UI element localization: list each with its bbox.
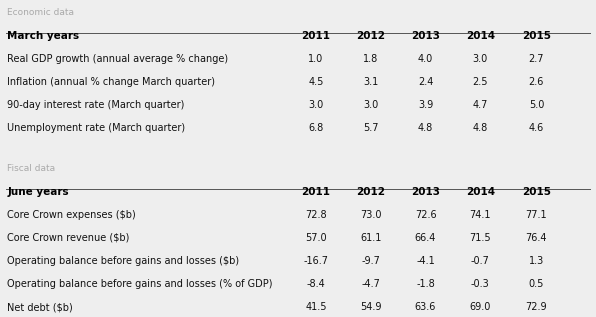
Text: -4.7: -4.7 <box>361 279 380 289</box>
Text: 66.4: 66.4 <box>415 233 436 243</box>
Text: 2.4: 2.4 <box>418 77 433 87</box>
Text: 5.7: 5.7 <box>363 123 378 133</box>
Text: -8.4: -8.4 <box>306 279 325 289</box>
Text: Net debt ($b): Net debt ($b) <box>7 302 73 313</box>
Text: 63.6: 63.6 <box>415 302 436 313</box>
Text: Economic data: Economic data <box>7 8 74 17</box>
Text: -4.1: -4.1 <box>416 256 435 266</box>
Text: 2013: 2013 <box>411 187 440 197</box>
Text: -0.7: -0.7 <box>471 256 490 266</box>
Text: 73.0: 73.0 <box>360 210 381 220</box>
Text: 71.5: 71.5 <box>470 233 491 243</box>
Text: -0.3: -0.3 <box>471 279 490 289</box>
Text: June years: June years <box>7 187 69 197</box>
Text: 2012: 2012 <box>356 31 385 41</box>
Text: 3.0: 3.0 <box>363 100 378 110</box>
Text: 2015: 2015 <box>522 187 551 197</box>
Text: Operating balance before gains and losses ($b): Operating balance before gains and losse… <box>7 256 239 266</box>
Text: 72.9: 72.9 <box>526 302 547 313</box>
Text: 3.9: 3.9 <box>418 100 433 110</box>
Text: 74.1: 74.1 <box>470 210 491 220</box>
Text: 61.1: 61.1 <box>360 233 381 243</box>
Text: 4.8: 4.8 <box>418 123 433 133</box>
Text: 4.8: 4.8 <box>473 123 488 133</box>
Text: 4.0: 4.0 <box>418 54 433 64</box>
Text: Fiscal data: Fiscal data <box>7 164 55 173</box>
Text: 54.9: 54.9 <box>360 302 381 313</box>
Text: Unemployment rate (March quarter): Unemployment rate (March quarter) <box>7 123 185 133</box>
Text: 2014: 2014 <box>466 187 495 197</box>
Text: 4.5: 4.5 <box>308 77 324 87</box>
Text: 2013: 2013 <box>411 31 440 41</box>
Text: 76.4: 76.4 <box>526 233 547 243</box>
Text: 72.8: 72.8 <box>305 210 327 220</box>
Text: 4.6: 4.6 <box>529 123 544 133</box>
Text: 5.0: 5.0 <box>529 100 544 110</box>
Text: 2014: 2014 <box>466 31 495 41</box>
Text: 2011: 2011 <box>302 187 330 197</box>
Text: 72.6: 72.6 <box>415 210 436 220</box>
Text: -1.8: -1.8 <box>416 279 435 289</box>
Text: -9.7: -9.7 <box>361 256 380 266</box>
Text: 77.1: 77.1 <box>526 210 547 220</box>
Text: Core Crown revenue ($b): Core Crown revenue ($b) <box>7 233 129 243</box>
Text: 2015: 2015 <box>522 31 551 41</box>
Text: 2.6: 2.6 <box>529 77 544 87</box>
Text: 1.8: 1.8 <box>363 54 378 64</box>
Text: 2.7: 2.7 <box>529 54 544 64</box>
Text: 1.0: 1.0 <box>308 54 324 64</box>
Text: Core Crown expenses ($b): Core Crown expenses ($b) <box>7 210 136 220</box>
Text: 6.8: 6.8 <box>308 123 324 133</box>
Text: 2012: 2012 <box>356 187 385 197</box>
Text: Operating balance before gains and losses (% of GDP): Operating balance before gains and losse… <box>7 279 272 289</box>
Text: Inflation (annual % change March quarter): Inflation (annual % change March quarter… <box>7 77 215 87</box>
Text: 1.3: 1.3 <box>529 256 544 266</box>
Text: 2.5: 2.5 <box>473 77 488 87</box>
Text: 2011: 2011 <box>302 31 330 41</box>
Text: -16.7: -16.7 <box>303 256 328 266</box>
Text: 0.5: 0.5 <box>529 279 544 289</box>
Text: March years: March years <box>7 31 79 41</box>
Text: 3.1: 3.1 <box>363 77 378 87</box>
Text: 57.0: 57.0 <box>305 233 327 243</box>
Text: 69.0: 69.0 <box>470 302 491 313</box>
Text: 90-day interest rate (March quarter): 90-day interest rate (March quarter) <box>7 100 185 110</box>
Text: 3.0: 3.0 <box>308 100 324 110</box>
Text: 4.7: 4.7 <box>473 100 488 110</box>
Text: 41.5: 41.5 <box>305 302 327 313</box>
Text: 3.0: 3.0 <box>473 54 488 64</box>
Text: Real GDP growth (annual average % change): Real GDP growth (annual average % change… <box>7 54 228 64</box>
